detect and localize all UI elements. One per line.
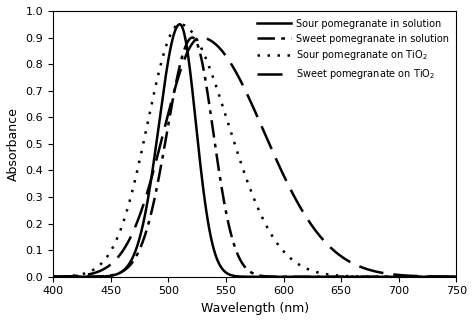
X-axis label: Wavelength (nm): Wavelength (nm) [201,302,309,315]
Legend: Sour pomegranate in solution, Sweet pomegranate in solution, Sour pomegranate on: Sour pomegranate in solution, Sweet pome… [254,16,452,84]
Y-axis label: Absorbance: Absorbance [7,107,20,181]
